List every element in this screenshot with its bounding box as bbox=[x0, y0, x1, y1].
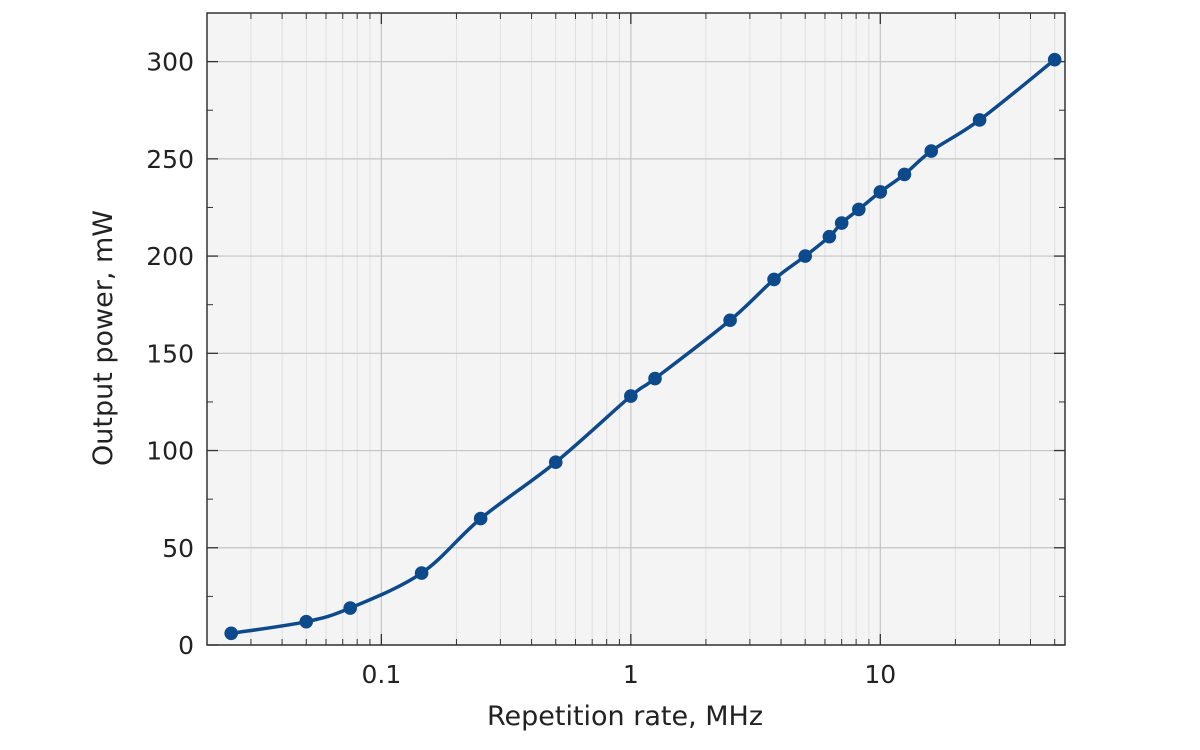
x-axis-label: Repetition rate, MHz bbox=[487, 701, 763, 732]
x-tick-label: 0.1 bbox=[361, 660, 401, 689]
y-tick-label: 50 bbox=[162, 534, 194, 563]
y-tick-label: 200 bbox=[146, 242, 194, 271]
minor-grid bbox=[250, 13, 1056, 645]
x-tick-label: 1 bbox=[623, 660, 639, 689]
y-tick-label: 100 bbox=[146, 437, 194, 466]
data-point bbox=[834, 216, 849, 230]
data-point bbox=[798, 249, 813, 263]
data-point bbox=[343, 601, 358, 615]
y-tick-labels: 0 50 100 150 200 250 300 bbox=[146, 48, 194, 660]
data-point bbox=[548, 455, 563, 470]
y-tick-label: 300 bbox=[146, 48, 194, 77]
data-point bbox=[767, 272, 781, 287]
plot-frame bbox=[206, 12, 1066, 646]
data-point bbox=[972, 113, 987, 127]
x-tick-labels: 0.1 1 10 bbox=[361, 660, 896, 689]
data-point bbox=[897, 167, 912, 182]
data-point bbox=[299, 614, 314, 629]
data-point bbox=[723, 313, 737, 328]
axis-ticks bbox=[207, 13, 1065, 646]
y-tick-label: 250 bbox=[146, 145, 194, 174]
data-point bbox=[414, 566, 429, 580]
y-tick-label: 150 bbox=[146, 339, 194, 368]
plot-area bbox=[207, 13, 1065, 645]
y-axis-label: Output power, mW bbox=[88, 210, 119, 466]
data-point bbox=[648, 371, 662, 386]
data-point bbox=[1047, 52, 1062, 67]
data-point bbox=[473, 511, 488, 526]
series-markers bbox=[224, 52, 1062, 641]
x-tick-label: 10 bbox=[864, 660, 896, 689]
data-point bbox=[822, 229, 837, 244]
data-point bbox=[873, 185, 888, 199]
data-point bbox=[624, 389, 638, 403]
data-point bbox=[924, 144, 939, 158]
data-point bbox=[852, 202, 866, 217]
y-tick-label: 0 bbox=[178, 631, 194, 660]
data-point bbox=[224, 626, 238, 641]
